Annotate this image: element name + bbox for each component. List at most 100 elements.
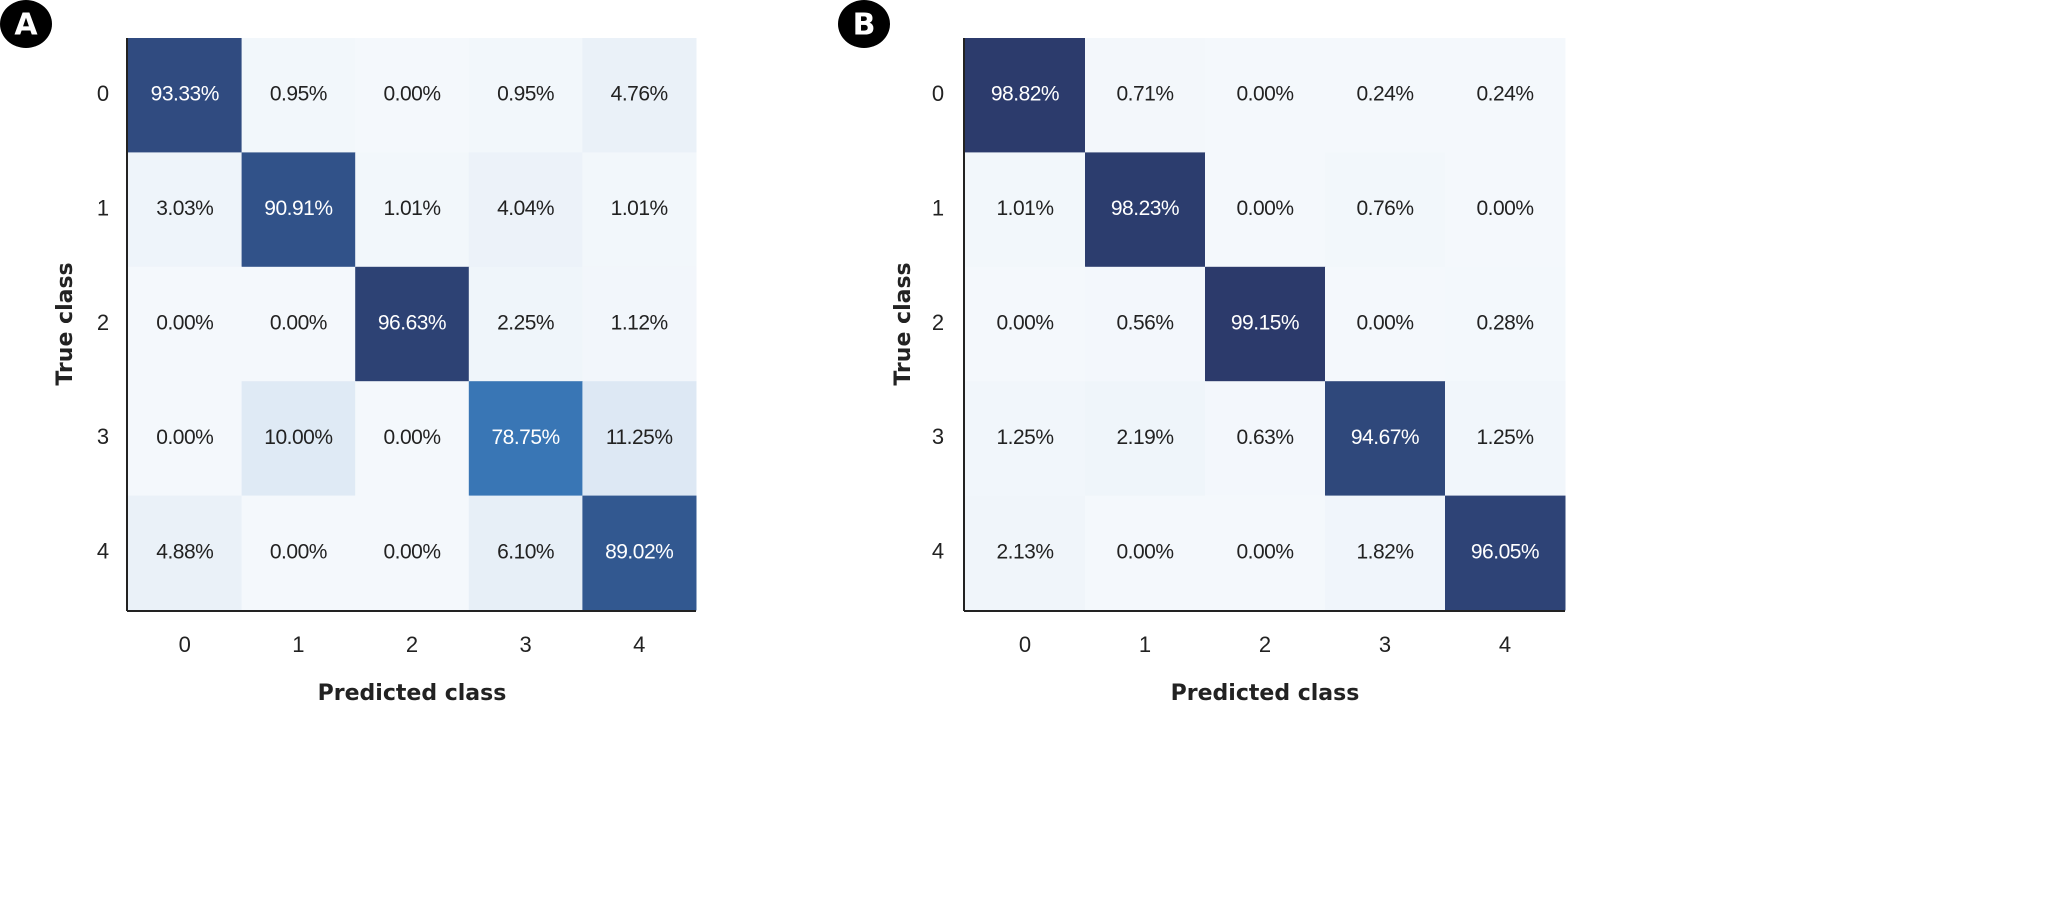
heatmap-cell-r4-c1: [241, 495, 356, 611]
cell-value-label: 0.00%: [383, 426, 440, 449]
cell-value-label: 0.00%: [1116, 540, 1173, 563]
cell-value-label: 96.63%: [378, 312, 446, 335]
y-tick-label: 1: [97, 195, 109, 220]
cell-value-label: 0.95%: [497, 83, 554, 106]
panel-label-badge: B: [838, 0, 890, 48]
cell-value-label: 0.71%: [1116, 83, 1173, 106]
cell-value-label: 96.05%: [1471, 540, 1539, 563]
cell-value-label: 2.19%: [1116, 426, 1173, 449]
heatmap-cell-r4-c0: [128, 495, 243, 611]
cell-value-label: 0.76%: [1356, 197, 1413, 220]
cell-value-label: 0.24%: [1476, 83, 1533, 106]
heatmap-cell-r4-c3: [1325, 495, 1446, 611]
heatmap-cell-r3-c1: [1085, 381, 1206, 497]
heatmap-cell-r2-c4: [582, 266, 697, 382]
cell-value-label: 94.67%: [1351, 426, 1419, 449]
heatmap-cell-r0-c2: [1205, 38, 1326, 153]
heatmap-cell-r1-c1: [241, 152, 356, 268]
heatmap-cell-r0-c0: [965, 38, 1086, 153]
heatmap-cell-r0-c4: [582, 38, 697, 153]
heatmap-cell-r1-c2: [1205, 152, 1326, 268]
heatmap-cell-r3-c0: [128, 381, 243, 497]
heatmap-cell-r4-c0: [965, 495, 1086, 611]
cell-value-label: 0.00%: [156, 426, 213, 449]
heatmap-panel-b: B 98.82% 0.71% 0.00% 0.24% 0.24% 1.01% 98.23% 0.…: [838, 0, 1566, 706]
x-axis-label: Predicted class: [318, 681, 507, 706]
heatmap-cell-r1-c3: [1325, 152, 1446, 268]
heatmap-cell-r1-c3: [468, 152, 583, 268]
cell-value-label: 0.00%: [1236, 83, 1293, 106]
heatmap-cell-r0-c3: [1325, 38, 1446, 153]
heatmap-cell-r4-c4: [1445, 495, 1566, 611]
heatmap-cell-r1-c4: [1445, 152, 1566, 268]
panel-label-circle: [0, 0, 52, 48]
cell-value-label: 1.01%: [611, 197, 668, 220]
cell-value-label: 11.25%: [606, 426, 673, 449]
x-axis-label: Predicted class: [1171, 681, 1360, 706]
cell-value-label: 1.01%: [996, 197, 1053, 220]
cell-value-label: 0.00%: [270, 540, 327, 563]
y-tick-label: 1: [932, 195, 944, 220]
heatmap-cell-r0-c3: [468, 38, 583, 153]
heatmap-cell-r2-c3: [468, 266, 583, 382]
heatmap-cell-r3-c4: [1445, 381, 1566, 497]
heatmap-cell-r0-c0: [128, 38, 243, 153]
y-tick-label: 2: [932, 310, 944, 335]
y-tick-label: 2: [97, 310, 109, 335]
y-axis-label: True class: [891, 262, 916, 385]
heatmap-cell-r2-c0: [965, 266, 1086, 382]
heatmap-cell-r4-c1: [1085, 495, 1206, 611]
cell-value-label: 1.25%: [1476, 426, 1533, 449]
y-tick-label: 0: [932, 81, 944, 106]
x-tick-label: 2: [1259, 632, 1271, 657]
panel-label-circle: [838, 0, 890, 48]
y-tick-label: 4: [97, 539, 109, 564]
x-tick-label: 1: [1139, 632, 1151, 657]
heatmap-cell-r3-c1: [241, 381, 356, 497]
heatmap-cell-r2-c1: [1085, 266, 1206, 382]
cell-value-label: 1.01%: [383, 197, 440, 220]
x-tick-label: 0: [1019, 632, 1031, 657]
cell-value-label: 0.00%: [383, 83, 440, 106]
cell-value-label: 0.24%: [1356, 83, 1413, 106]
cell-value-label: 0.00%: [383, 540, 440, 563]
cell-value-label: 93.33%: [151, 83, 219, 106]
heatmap-cell-r1-c2: [355, 152, 470, 268]
y-tick-label: 3: [97, 424, 109, 449]
cell-value-label: 0.00%: [1236, 197, 1293, 220]
heatmap-cell-r0-c1: [241, 38, 356, 153]
cell-value-label: 0.00%: [1236, 540, 1293, 563]
x-tick-label: 3: [519, 632, 531, 657]
cell-value-label: 98.23%: [1111, 197, 1179, 220]
heatmap-cell-r3-c3: [1325, 381, 1446, 497]
cell-value-label: 1.12%: [611, 312, 668, 335]
cell-value-label: 10.00%: [264, 426, 332, 449]
x-tick-label: 0: [179, 632, 191, 657]
heatmap-cell-r2-c0: [128, 266, 243, 382]
panel-label-badge: A: [0, 0, 52, 48]
heatmap-cell-r4-c2: [1205, 495, 1326, 611]
cell-value-label: 4.04%: [497, 197, 554, 220]
cell-value-label: 78.75%: [491, 426, 559, 449]
cell-value-label: 0.00%: [156, 312, 213, 335]
heatmap-cell-r2-c3: [1325, 266, 1446, 382]
cell-value-label: 4.88%: [156, 540, 213, 563]
heatmap-cell-r4-c3: [468, 495, 583, 611]
y-tick-label: 0: [97, 81, 109, 106]
heatmap-cell-r1-c0: [965, 152, 1086, 268]
y-tick-label: 3: [932, 424, 944, 449]
cell-value-label: 99.15%: [1231, 312, 1299, 335]
cell-value-label: 4.76%: [611, 83, 668, 106]
x-tick-label: 4: [1499, 632, 1511, 657]
cell-value-label: 0.00%: [270, 312, 327, 335]
cell-value-label: 89.02%: [605, 540, 673, 563]
x-tick-label: 3: [1379, 632, 1391, 657]
cell-value-label: 1.82%: [1356, 540, 1413, 563]
heatmap-cell-r1-c0: [128, 152, 243, 268]
heatmap-cell-r2-c4: [1445, 266, 1566, 382]
cell-value-label: 3.03%: [156, 197, 213, 220]
cell-value-label: 90.91%: [264, 197, 332, 220]
heatmap-cell-r3-c4: [582, 381, 697, 497]
cell-value-label: 0.00%: [996, 312, 1053, 335]
cell-value-label: 98.82%: [991, 83, 1059, 106]
